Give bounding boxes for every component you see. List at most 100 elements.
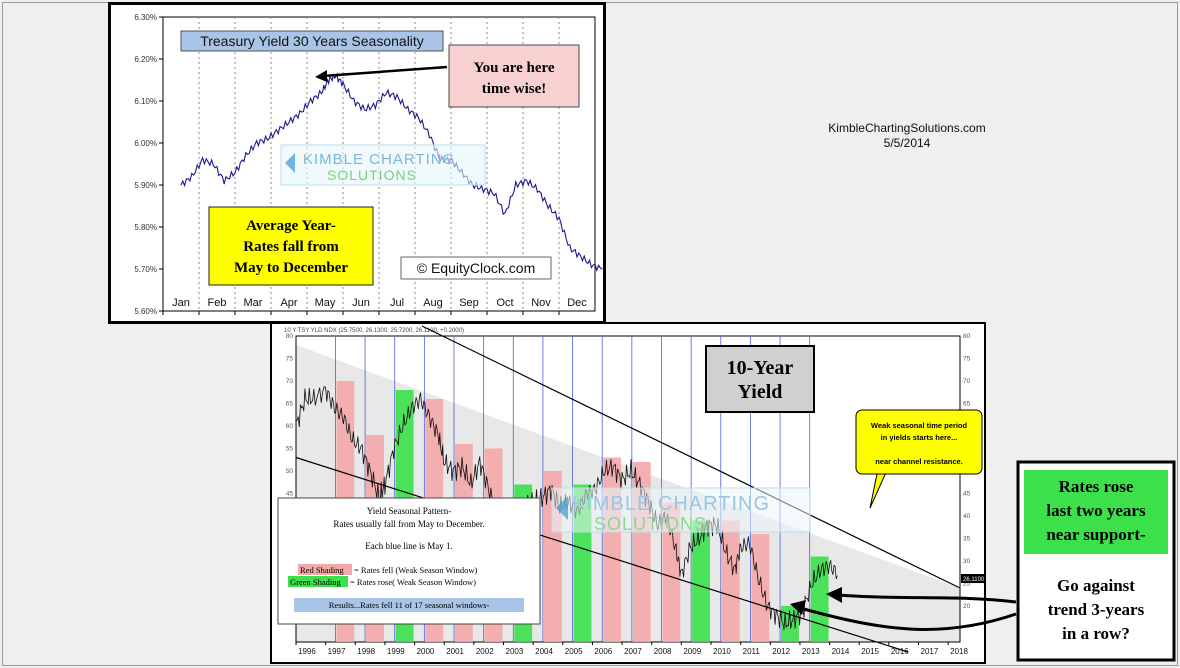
x-tick-label: 2017 [921,647,939,656]
x-tick-label: 2013 [802,647,820,656]
rates-rose-line1: Rates rose [1059,477,1134,496]
chart-title-box [180,30,444,52]
legend-green-text: = Rates rose( Weak Season Window) [350,577,476,587]
x-tick-label: Jan [172,297,190,309]
yellow-callout-line1: Weak seasonal time period [871,421,968,430]
x-tick-label: 2003 [506,647,524,656]
x-tick-label: 2009 [683,647,701,656]
yellow-callout-box [855,409,983,475]
legend-results-box [294,598,524,612]
x-tick-label: 2012 [772,647,790,656]
x-tick-label: 2005 [565,647,583,656]
y-tick-label: 6.30% [134,13,157,22]
chart-title: Treasury Yield 30 Years Seasonality [200,33,424,49]
legend-line3: Each blue line is May 1. [365,541,452,551]
rates-rose-line2: last two years [1046,501,1146,520]
average-year-line3: May to December [234,260,348,276]
y-tick-label-right: 30 [963,558,971,565]
seasonal-window-2009 [692,520,710,642]
y-tick-label: 5.80% [134,223,157,232]
x-tick-label: Apr [280,297,297,309]
x-tick-label: 2010 [713,647,731,656]
x-tick-label: 1996 [298,647,316,656]
y-tick-label: 5.70% [134,265,157,274]
y-tick-label: 5.90% [134,181,157,190]
channel-upper-line [421,325,961,589]
y-tick-label-left: 45 [286,491,294,498]
seasonality-chart-svg: 6.30% 6.20% 6.10% 6.00% 5.90% 5.80% 5.70% 5.60%… [134,13,603,316]
question-line2: trend 3-years [1048,600,1145,619]
x-tick-label: 2007 [624,647,642,656]
y-tick-label-left: 80 [286,333,294,340]
equityclock-box [400,256,552,280]
x-tick-label: Feb [208,297,227,309]
legend-line2: Rates usually fall from May to December. [333,519,484,529]
x-tick-label: 2011 [743,647,761,656]
question-line3: in a row? [1062,624,1130,643]
credit-site: KimbleChartingSolutions.com [828,121,986,135]
rates-rose-box [1024,470,1168,554]
channel-lower-line [295,456,909,653]
x-tick-label: 1998 [357,647,375,656]
y-tick-label-right: 45 [963,491,971,498]
question-line1: Go against [1057,576,1135,595]
y-tick-label-left: 60 [286,423,294,430]
x-tick-label: 2014 [832,647,850,656]
average-year-callout [208,206,374,286]
average-year-line2: Rates fall from [243,239,339,255]
x-tick-label: 2004 [535,647,553,656]
watermark-box [280,144,486,186]
legend-red-label: Red Shading [300,565,344,575]
average-year-line1: Average Year- [246,218,336,234]
support-arrowhead-lower [790,600,806,615]
y-tick-label-right: 35 [963,536,971,543]
x-tick-label: Sep [459,297,479,309]
chart-title-box [705,345,815,413]
seasonality-series-line [180,72,603,273]
y-tick-label-right: 20 [963,603,971,610]
credit-date: 5/5/2014 [883,136,931,150]
y-tick-label: 6.10% [134,97,157,106]
y-tick-label-right: 80 [963,333,971,340]
x-tick-label: Jul [390,297,404,309]
watermark-line2: SOLUTIONS [327,167,417,183]
you-are-here-arrow-shaft [322,65,448,78]
y-tick-label-right: 65 [963,401,971,408]
seasonal-window-2008 [662,502,681,642]
x-tick-label: 2015 [861,647,879,656]
legend-line1: Yield Seasonal Pattern- [367,506,451,516]
x-tick-label: Mar [244,297,263,309]
ten-year-yield-chart-panel: 10 Y TSY YLD NDX (25.7500, 26.1300, 25.7… [270,322,986,664]
x-tick-label: 2002 [476,647,494,656]
x-tick-label: 2008 [654,647,672,656]
legend-red-text: = Rates fell (Weak Season Window) [354,565,477,575]
x-tick-label: Oct [496,297,513,309]
support-arrow-upper [837,593,1017,604]
watermark-line2: SOLUTIONS [594,514,707,534]
x-tick-label: 2001 [446,647,464,656]
x-tick-label: 2006 [594,647,612,656]
credit-block: KimbleChartingSolutions.com 5/5/2014 [812,121,1002,151]
x-tick-label: Dec [567,297,587,309]
y-tick-label-left: 70 [286,378,294,385]
x-tick-label: May [315,297,336,309]
y-tick-label-right: 70 [963,378,971,385]
x-tick-label: 2000 [417,647,435,656]
last-value-tag [961,574,985,583]
y-tick-label: 6.00% [134,139,157,148]
chart-header: 10 Y TSY YLD NDX (25.7500, 26.1300, 25.7… [284,328,464,334]
x-tick-label: Nov [531,297,551,309]
watermark-line1: KIMBLE CHARTING [303,151,455,168]
y-tick-label-left: 50 [286,468,294,475]
y-tick-label-left: 55 [286,446,294,453]
equityclock-credit: © EquityClock.com [417,260,535,276]
last-value-label: 26.1100 [963,577,985,583]
watermark-box [551,487,811,533]
y-tick-label-right: 25 [963,581,971,588]
watermark-line1: KIMBLE CHARTING [572,493,770,515]
support-arrowhead-upper [826,587,842,603]
yellow-callout-line2: in yields starts here... [881,433,958,442]
legend-red-swatch [298,564,352,575]
seasonal-window-2011 [751,534,770,642]
